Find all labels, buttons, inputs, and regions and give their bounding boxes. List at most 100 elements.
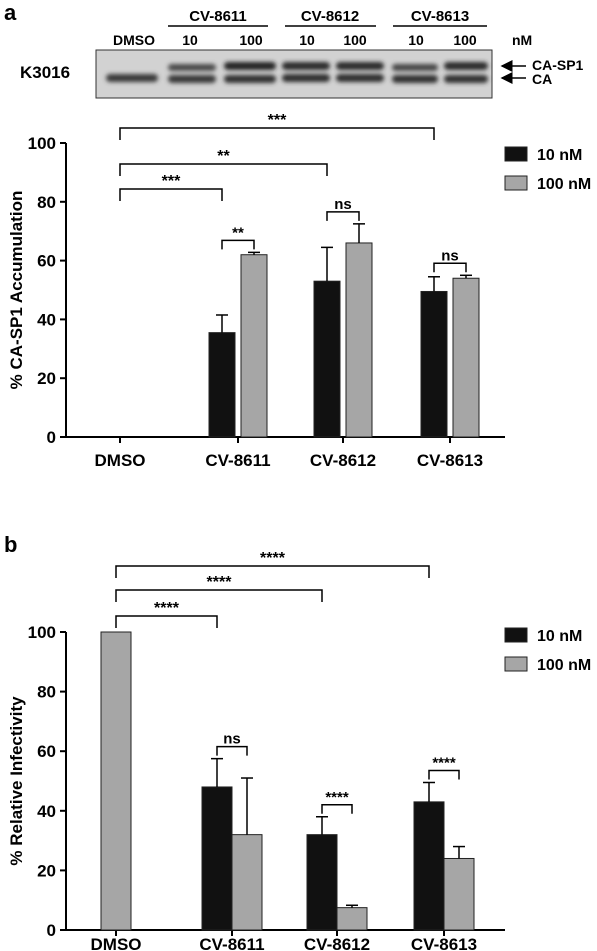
blot-lane-8611-100: 100 bbox=[239, 32, 263, 48]
y-tick-label: 40 bbox=[37, 802, 56, 821]
ca-band-4 bbox=[336, 74, 384, 82]
legend-swatch bbox=[504, 627, 528, 643]
blot-lane-8612-100: 100 bbox=[343, 32, 367, 48]
blot-group-cv8613: CV-8613 bbox=[411, 8, 469, 25]
x-tick-label: CV-8612 bbox=[310, 451, 376, 470]
y-tick-label: 100 bbox=[28, 623, 56, 642]
blot-lane-8613-100: 100 bbox=[453, 32, 477, 48]
x-tick-label: DMSO bbox=[95, 451, 146, 470]
significance-bracket bbox=[119, 127, 435, 140]
y-tick-label: 20 bbox=[37, 861, 56, 880]
bar-100-nm bbox=[452, 277, 480, 438]
blot-group-cv8612: CV-8612 bbox=[301, 8, 359, 25]
ca-band-2 bbox=[224, 75, 276, 83]
bar-10-nm bbox=[201, 786, 233, 931]
x-tick-label: CV-8611 bbox=[205, 451, 270, 470]
significance-bracket bbox=[119, 188, 223, 201]
bar-10-nm bbox=[313, 280, 341, 438]
casp1-band-6 bbox=[444, 62, 488, 70]
x-tick-label: CV-8613 bbox=[411, 935, 477, 951]
bar-100-nm bbox=[240, 254, 268, 438]
significance-bracket-pair bbox=[221, 239, 255, 250]
legend-label: 100 nM bbox=[537, 657, 591, 674]
casp1-band-1 bbox=[168, 64, 216, 71]
significance-bracket bbox=[115, 615, 218, 628]
significance-bracket bbox=[115, 589, 323, 602]
significance-label: *** bbox=[162, 173, 181, 190]
legend-label: 10 nM bbox=[537, 147, 582, 164]
blot-unit: nM bbox=[512, 32, 532, 48]
blot-lane-8611-10: 10 bbox=[182, 32, 198, 48]
y-axis-label: % Relative Infectivity bbox=[7, 696, 26, 866]
significance-bracket-pair bbox=[428, 769, 460, 780]
panel-a-label: a bbox=[4, 0, 17, 25]
significance-label: **** bbox=[207, 574, 233, 591]
chart-b: 0 20 40 60 80 100 % Relative Infectivity DMSO CV… bbox=[7, 550, 591, 951]
band-label-ca: CA bbox=[532, 71, 552, 87]
blot-lane-dmso: DMSO bbox=[113, 32, 155, 48]
legend-label: 100 nM bbox=[537, 176, 591, 193]
bar-10-nm bbox=[208, 332, 236, 438]
significance-label: ns bbox=[441, 247, 459, 264]
y-tick-label: 60 bbox=[37, 742, 56, 761]
y-tick-label: 40 bbox=[37, 310, 56, 329]
significance-label: ** bbox=[232, 224, 244, 241]
significance-bracket-pair bbox=[321, 804, 353, 814]
casp1-band-3 bbox=[282, 62, 330, 70]
bar-100-nm bbox=[443, 857, 475, 931]
bar-100-nm bbox=[100, 631, 132, 931]
panel-b-label: b bbox=[4, 532, 17, 557]
legend-label: 10 nM bbox=[537, 628, 582, 645]
bar-10-nm bbox=[420, 290, 448, 438]
legend-swatch bbox=[504, 656, 528, 672]
x-tick-label: CV-8612 bbox=[304, 935, 370, 951]
significance-bracket bbox=[115, 565, 430, 578]
y-tick-label: 80 bbox=[37, 193, 56, 212]
x-tick-label: CV-8611 bbox=[199, 935, 264, 951]
y-axis-label: % CA-SP1 Accumulation bbox=[7, 191, 26, 390]
blot-lane-8612-10: 10 bbox=[299, 32, 315, 48]
blot-lane-8613-10: 10 bbox=[408, 32, 424, 48]
significance-label: ** bbox=[217, 148, 230, 165]
y-tick-label: 80 bbox=[37, 683, 56, 702]
casp1-band-4 bbox=[336, 62, 384, 70]
ca-band-5 bbox=[392, 75, 438, 83]
significance-label: ns bbox=[223, 731, 241, 748]
x-tick-label: CV-8613 bbox=[417, 451, 483, 470]
legend-swatch bbox=[504, 146, 528, 162]
western-blot: DMSO CV-8611 CV-8612 CV-8613 10 100 10 1… bbox=[20, 8, 584, 99]
significance-label: **** bbox=[154, 600, 180, 617]
bar-100-nm bbox=[336, 907, 368, 931]
casp1-band-5 bbox=[392, 64, 438, 71]
blot-bands bbox=[106, 62, 488, 83]
x-tick-label: DMSO bbox=[91, 935, 142, 951]
bar-100-nm bbox=[231, 834, 263, 931]
casp1-band-2 bbox=[224, 62, 276, 70]
y-tick-label: 100 bbox=[28, 134, 56, 153]
blot-group-cv8611: CV-8611 bbox=[189, 8, 247, 25]
significance-bracket-pair bbox=[326, 211, 360, 221]
ca-band-6 bbox=[444, 75, 488, 83]
bar-10-nm bbox=[413, 801, 445, 931]
significance-bracket-pair bbox=[433, 262, 467, 273]
significance-label: **** bbox=[325, 789, 349, 806]
legend-swatch bbox=[504, 175, 528, 191]
chart-a: 0 20 40 60 80 100 % CA-SP1 Accumulation DMSO CV-… bbox=[7, 112, 591, 470]
blot-name: K3016 bbox=[20, 63, 70, 82]
ca-band-3 bbox=[282, 74, 330, 82]
bar-10-nm bbox=[306, 834, 338, 931]
ca-band-1 bbox=[168, 75, 216, 83]
y-tick-label: 60 bbox=[37, 252, 56, 271]
y-tick-label: 20 bbox=[37, 369, 56, 388]
band-label-casp1: CA-SP1 bbox=[532, 57, 584, 73]
significance-bracket bbox=[119, 163, 328, 176]
bar-100-nm bbox=[345, 242, 373, 438]
significance-label: **** bbox=[260, 550, 286, 567]
significance-label: *** bbox=[268, 112, 287, 129]
ca-band-dmso bbox=[106, 74, 158, 82]
significance-label: ns bbox=[334, 196, 352, 213]
y-tick-label: 0 bbox=[47, 428, 56, 447]
significance-label: **** bbox=[432, 754, 456, 771]
y-tick-label: 0 bbox=[47, 921, 56, 940]
